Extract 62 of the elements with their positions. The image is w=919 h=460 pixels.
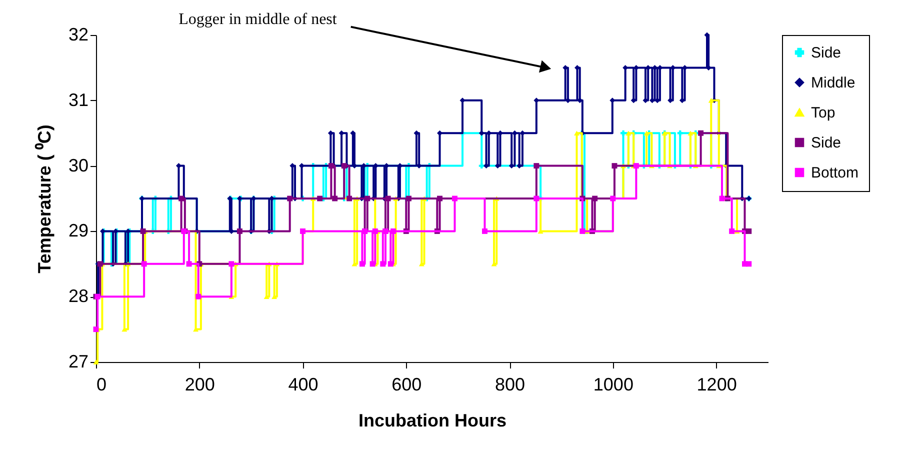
legend-label: Side — [811, 44, 842, 62]
x-tick-label: 400 — [288, 374, 318, 394]
legend-label: Bottom — [811, 164, 859, 182]
point — [328, 163, 334, 169]
y-tick-label: 27 — [68, 352, 88, 372]
point — [620, 130, 626, 136]
point — [644, 130, 650, 136]
x-tick-label: 0 — [96, 374, 107, 394]
point — [698, 130, 704, 136]
point — [633, 163, 639, 169]
point — [390, 228, 396, 234]
point — [482, 228, 488, 234]
point — [626, 130, 632, 136]
point — [359, 261, 365, 267]
annotation: Logger in middle of nest — [178, 10, 338, 28]
y-tick-label: 30 — [68, 155, 88, 176]
point — [141, 261, 147, 267]
point — [746, 261, 752, 267]
point — [388, 261, 394, 267]
point — [370, 261, 376, 267]
point — [534, 196, 540, 202]
point — [452, 196, 458, 202]
y-tick-label: 31 — [68, 90, 88, 110]
point — [93, 360, 99, 364]
x-tick-label: 1200 — [696, 374, 737, 394]
y-tick-label: 28 — [68, 286, 88, 306]
point — [478, 163, 484, 169]
x-tick-label: 1000 — [593, 374, 634, 394]
point — [406, 196, 412, 202]
point — [341, 163, 347, 169]
x-tick-label: 600 — [392, 374, 422, 394]
point — [688, 130, 694, 136]
x-axis-title: Incubation Hours — [358, 410, 506, 430]
point — [677, 130, 683, 136]
point — [178, 196, 184, 202]
point — [228, 261, 234, 267]
x-tick-label: 200 — [184, 374, 215, 394]
x-tick-label: 800 — [495, 374, 526, 394]
point — [708, 98, 714, 103]
point — [287, 196, 293, 202]
legend-label: Side — [811, 134, 842, 152]
point — [592, 196, 598, 202]
point — [534, 163, 540, 169]
point — [196, 294, 202, 300]
point — [574, 130, 580, 136]
point — [317, 196, 323, 202]
point — [437, 196, 442, 202]
point — [729, 228, 735, 234]
point — [186, 261, 192, 267]
y-tick-label: 29 — [68, 220, 88, 241]
y-axis-title: Temperature ( ⁰C) — [34, 124, 54, 274]
point — [380, 261, 386, 267]
point — [372, 228, 378, 234]
point — [364, 196, 370, 202]
legend-label: Middle — [811, 74, 856, 92]
point — [385, 196, 391, 202]
y-tick-label: 32 — [68, 24, 88, 44]
legend-label: Top — [811, 104, 836, 122]
point — [236, 228, 242, 234]
point — [612, 163, 618, 169]
point — [346, 196, 352, 202]
point — [332, 196, 338, 202]
